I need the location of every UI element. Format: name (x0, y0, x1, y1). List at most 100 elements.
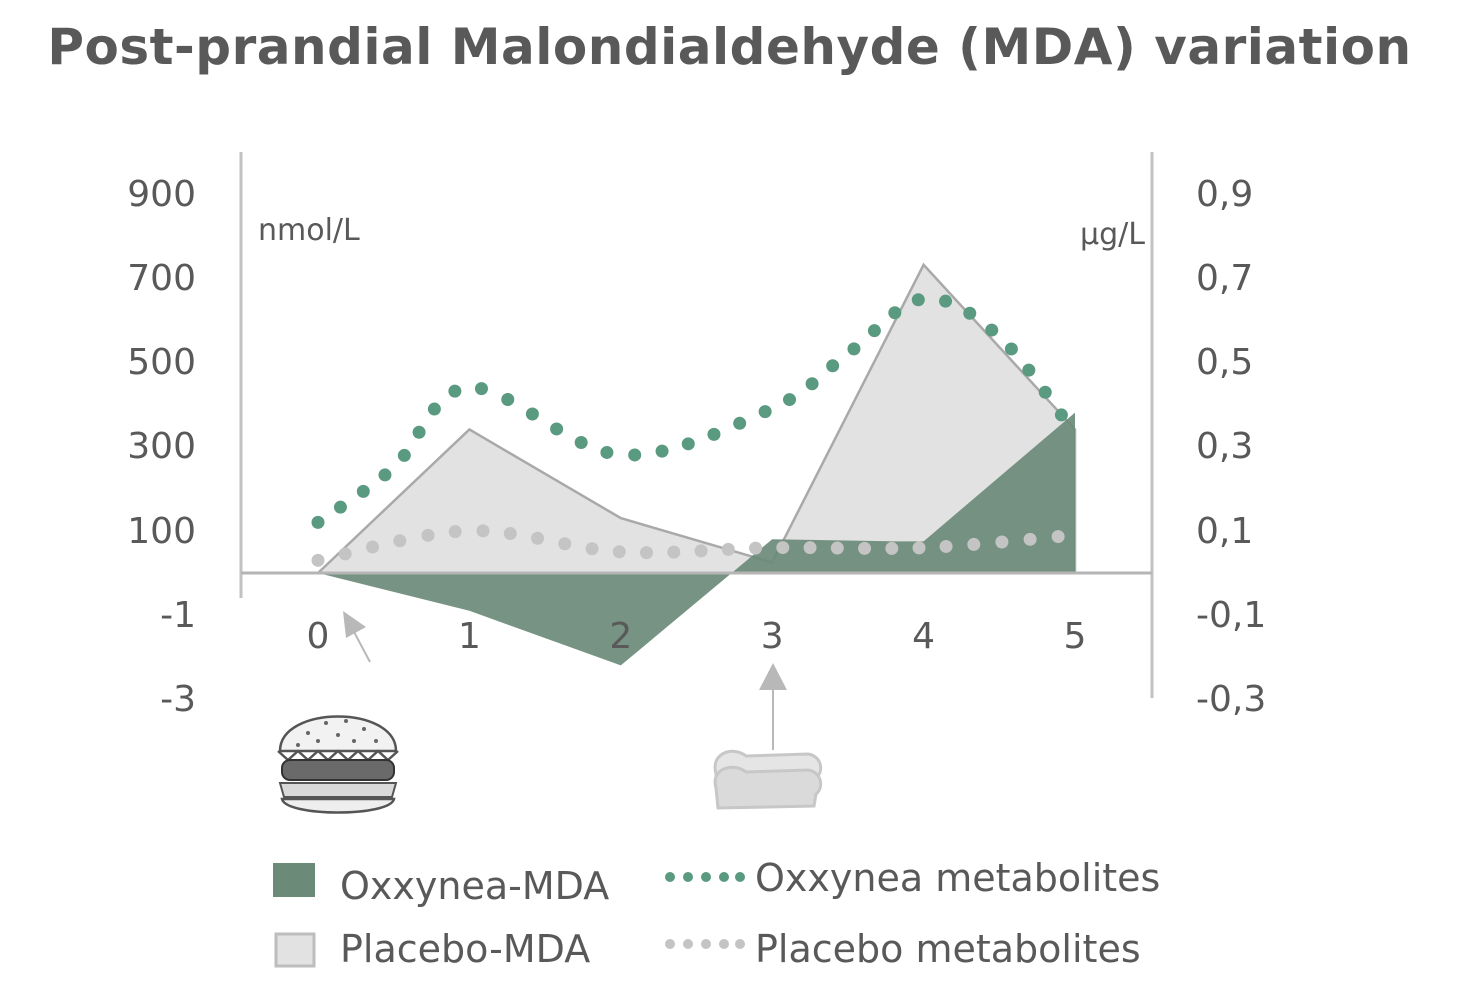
right-tick-label: 0,1 (1196, 511, 1253, 552)
data-point (628, 448, 642, 462)
data-point (885, 541, 899, 555)
data-point (421, 528, 435, 542)
data-point (585, 542, 599, 556)
x-tick-label: 0 (307, 616, 330, 657)
data-point (867, 324, 881, 338)
data-point (333, 500, 347, 514)
data-point (783, 393, 797, 407)
data-point (803, 541, 817, 555)
burger-icon (277, 715, 399, 814)
left-tick-label: 300 (127, 426, 196, 467)
data-point (356, 484, 370, 498)
data-point (1054, 408, 1068, 422)
left-tick-label: 100 (127, 511, 196, 552)
data-point (758, 405, 772, 419)
data-point (939, 294, 953, 308)
right-tick-label: -0,3 (1196, 679, 1266, 720)
data-point (600, 445, 614, 459)
data-point (911, 293, 925, 307)
bread-icon (713, 750, 823, 810)
data-point (826, 359, 840, 373)
data-point (667, 545, 681, 559)
x-tick-label: 1 (458, 616, 481, 657)
right-tick-label: -0,1 (1196, 595, 1266, 636)
data-point (448, 525, 462, 539)
series-oxxynea-metabolites (311, 293, 1068, 529)
right-axis-unit: µg/L (1080, 217, 1145, 252)
legend: Oxxynea-MDA Oxxynea metabolites Placebo-… (273, 856, 1160, 971)
data-point (694, 544, 708, 558)
data-point (995, 535, 1009, 549)
legend-swatch-oxxynea-mda (273, 863, 315, 897)
meal-arrow (343, 611, 371, 663)
legend-swatch-placebo-metabolites (665, 939, 745, 949)
legend-label-placebo-mda: Placebo-MDA (340, 927, 590, 971)
data-point (1023, 532, 1037, 546)
data-point (448, 384, 462, 398)
data-point (427, 402, 441, 416)
legend-label-oxxynea-metabolites: Oxxynea metabolites (755, 856, 1160, 900)
data-point (501, 393, 515, 407)
data-point (912, 541, 926, 555)
area-oxxynea-mda (318, 412, 1075, 666)
left-tick-label: -3 (160, 679, 196, 720)
data-point (550, 422, 564, 436)
legend-label-oxxynea-mda: Oxxynea-MDA (340, 864, 609, 908)
data-point (1004, 342, 1018, 356)
data-point (776, 541, 790, 555)
data-point (476, 524, 490, 538)
data-point (574, 436, 588, 450)
data-point (858, 541, 872, 555)
data-point (1022, 363, 1036, 377)
left-tick-label: -1 (160, 595, 196, 636)
x-tick-label: 2 (609, 616, 632, 657)
data-point (967, 537, 981, 551)
data-point (985, 323, 999, 337)
data-point (707, 427, 721, 441)
data-point (366, 540, 380, 554)
left-tick-label: 700 (127, 258, 196, 299)
left-tick-label: 500 (127, 342, 196, 383)
data-point (939, 539, 953, 553)
data-point (412, 425, 426, 439)
data-point (503, 527, 517, 541)
data-point (805, 377, 819, 391)
data-point (963, 306, 977, 320)
data-point (378, 468, 392, 482)
right-tick-label: 0,9 (1196, 174, 1253, 215)
left-tick-label: 900 (127, 174, 196, 215)
right-tick-label: 0,3 (1196, 426, 1253, 467)
data-point (311, 553, 325, 567)
data-point (311, 515, 325, 529)
left-axis-unit: nmol/L (258, 213, 360, 248)
data-point (338, 547, 352, 561)
data-point (531, 531, 545, 545)
data-point (393, 534, 407, 548)
data-point (749, 541, 763, 555)
data-point (888, 306, 902, 320)
chart-title: Post-prandial Malondialdehyde (MDA) vari… (47, 18, 1412, 76)
x-tick-label: 5 (1064, 616, 1087, 657)
x-tick-label: 3 (761, 616, 784, 657)
series-placebo-metabolites (311, 524, 1065, 567)
x-tick-label: 4 (912, 616, 935, 657)
legend-swatch-placebo-mda (274, 932, 316, 968)
data-point (397, 448, 411, 462)
data-point (558, 537, 572, 551)
right-tick-label: 0,7 (1196, 258, 1253, 299)
data-point (721, 542, 735, 556)
legend-label-placebo-metabolites: Placebo metabolites (755, 927, 1141, 971)
data-point (847, 342, 861, 356)
bread-arrow (759, 663, 787, 750)
data-point (1051, 530, 1065, 544)
data-point (612, 545, 626, 559)
data-point (733, 416, 747, 430)
legend-swatch-oxxynea-metabolites (665, 872, 745, 882)
data-point (830, 541, 844, 555)
data-point (474, 382, 488, 396)
right-tick-label: 0,5 (1196, 342, 1253, 383)
data-point (655, 444, 669, 458)
data-point (640, 546, 654, 560)
data-point (525, 407, 539, 421)
